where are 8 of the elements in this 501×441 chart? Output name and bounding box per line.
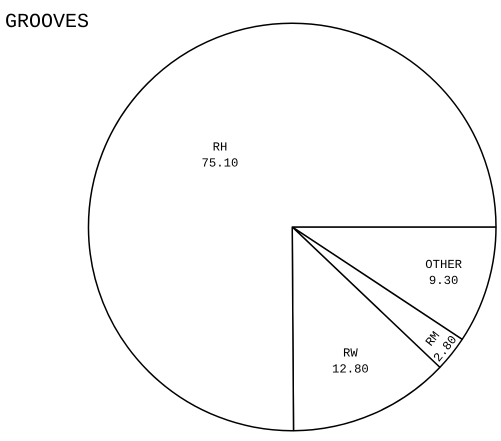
data-label: 75.10 [202,156,238,170]
chart-title: GROOVES [5,11,90,34]
pie-slice [88,22,497,432]
data-label: 12.80 [332,362,369,377]
slice-label: RH [212,140,228,154]
slice-label: OTHER [425,258,463,272]
data-label: 9.30 [428,274,458,288]
slice-label: RW [343,346,358,361]
